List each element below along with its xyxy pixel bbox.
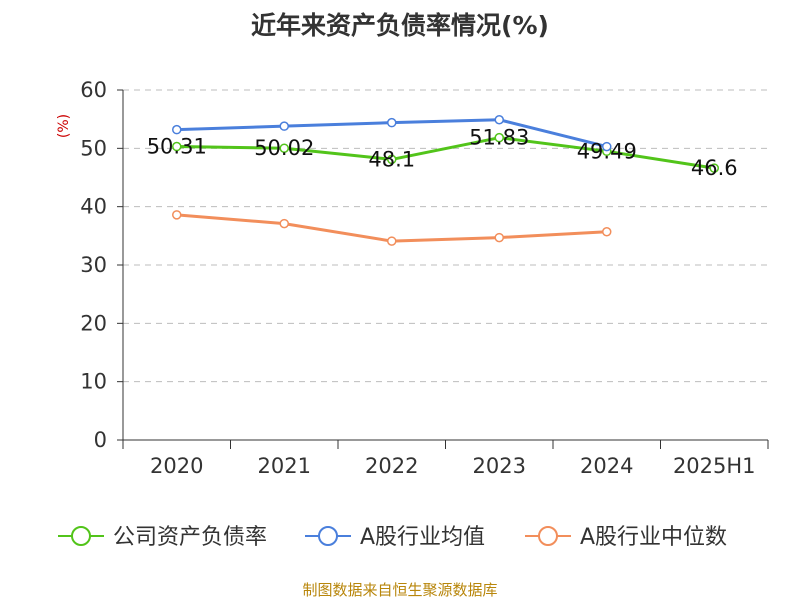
data-point bbox=[387, 117, 397, 128]
data-point bbox=[279, 143, 289, 153]
data-point bbox=[494, 115, 504, 125]
data-point bbox=[172, 124, 182, 135]
data-label: 50.31 bbox=[147, 135, 207, 159]
legend-swatch-marker bbox=[318, 526, 338, 546]
x-tick-label: 2020 bbox=[150, 454, 203, 478]
legend-label: 公司资产负债率 bbox=[113, 525, 267, 550]
data-point bbox=[602, 227, 612, 237]
data-point bbox=[494, 232, 504, 243]
x-tick-label: 2022 bbox=[365, 454, 418, 478]
data-point bbox=[279, 121, 289, 131]
data-point bbox=[494, 132, 504, 143]
data-labels: 50.31 50.02 48.1 51.83 49.49 46.6 bbox=[147, 126, 738, 181]
y-tick-label: 60 bbox=[80, 78, 107, 102]
data-label: 46.6 bbox=[691, 156, 738, 180]
legend: 公司资产负债率 A股行业均值 A股行业中位数 bbox=[58, 525, 727, 550]
y-tick-label: 30 bbox=[80, 253, 107, 277]
y-tick-label: 10 bbox=[80, 370, 107, 394]
x-tick-label: 2021 bbox=[258, 454, 311, 478]
series bbox=[172, 115, 719, 246]
gridlines bbox=[123, 89, 768, 383]
data-point bbox=[279, 218, 289, 229]
legend-swatch-marker bbox=[538, 526, 558, 546]
x-tick-label: 2025H1 bbox=[673, 454, 756, 478]
data-label: 49.49 bbox=[577, 139, 637, 163]
y-axis-unit-label: (%) bbox=[56, 114, 72, 138]
legend-label: A股行业均值 bbox=[360, 525, 485, 550]
data-point bbox=[387, 154, 397, 165]
data-label: 50.02 bbox=[254, 136, 314, 160]
axes: 0 10 20 30 40 50 60 2020 2021 2022 2023 2024 2025H1 bbox=[80, 78, 769, 478]
data-label: 48.1 bbox=[368, 147, 415, 171]
series-line-0 bbox=[176, 136, 715, 170]
data-point bbox=[602, 141, 612, 152]
y-tick-label: 0 bbox=[94, 428, 107, 452]
data-point bbox=[172, 141, 182, 152]
data-label: 51.83 bbox=[469, 126, 529, 150]
y-tick-label: 40 bbox=[80, 195, 107, 219]
x-tick-label: 2023 bbox=[473, 454, 526, 478]
data-point bbox=[709, 163, 719, 173]
legend-label: A股行业中位数 bbox=[580, 525, 727, 550]
x-tick-label: 2024 bbox=[580, 454, 633, 478]
source-note: 制图数据来自恒生聚源数据库 bbox=[302, 581, 498, 599]
chart-title: 近年来资产负债率情况(%) bbox=[251, 11, 549, 40]
y-tick-label: 50 bbox=[80, 136, 107, 160]
data-point bbox=[172, 210, 182, 220]
data-point bbox=[387, 236, 397, 246]
legend-swatch-marker bbox=[71, 526, 91, 546]
y-tick-label: 20 bbox=[80, 311, 107, 335]
